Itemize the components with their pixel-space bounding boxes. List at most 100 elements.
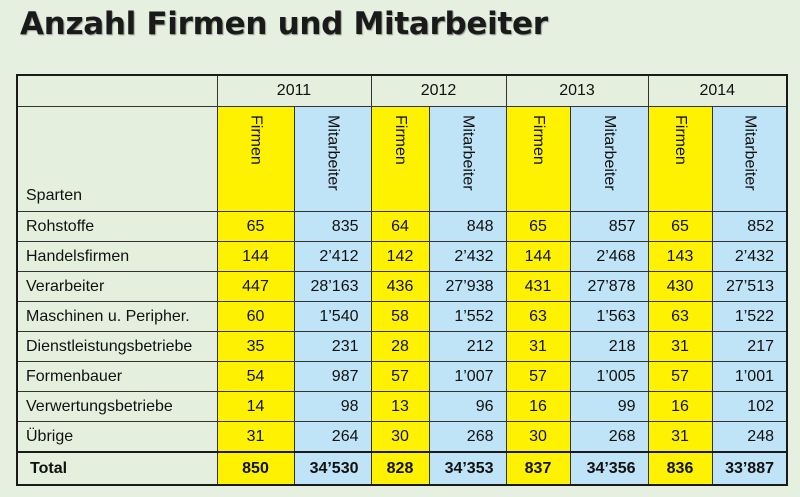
subheader-row: Sparten Firmen Mitarbeiter Firmen Mitarb… (16, 106, 788, 212)
firmen-value: 447 (216, 271, 295, 302)
firmen-value: 63 (647, 301, 713, 332)
firmen-value: 143 (647, 241, 713, 272)
mitarbeiter-value: 34’353 (428, 451, 507, 486)
firmen-value: 65 (505, 211, 571, 242)
table-row: Maschinen u. Peripher. 60 1’540 58 1’552 63 1’… (16, 301, 788, 332)
mitarbeiter-value: 848 (428, 211, 507, 242)
row-label: Handelsfirmen (16, 241, 218, 272)
mitarbeiter-value: 1’540 (293, 301, 372, 332)
data-table: 2011 2012 2013 2014 Sparten Firmen Mitar… (16, 74, 788, 486)
firmen-value: 16 (505, 391, 571, 422)
firmen-value: 30 (370, 421, 430, 453)
mitarbeiter-value: 1’001 (711, 361, 788, 392)
firmen-value: 64 (370, 211, 430, 242)
total-row: Total 850 34’530 828 34’353 837 34’356 836 33’88… (16, 451, 788, 486)
table-row: Verwertungsbetriebe 14 98 13 96 16 99 16 102 (16, 391, 788, 422)
firmen-value: 28 (370, 331, 430, 362)
mitarbeiter-value: 99 (569, 391, 649, 422)
mitarbeiter-value: 212 (428, 331, 507, 362)
firmen-value: 13 (370, 391, 430, 422)
mitarbeiter-value: 857 (569, 211, 649, 242)
firmen-value: 58 (370, 301, 430, 332)
firmen-value: 57 (647, 361, 713, 392)
total-label: Total (16, 451, 218, 486)
row-label: Übrige (16, 421, 218, 453)
table-row: Dienstleistungsbetriebe 35 231 28 212 31 218 31… (16, 331, 788, 362)
row-label: Verarbeiter (16, 271, 218, 302)
mitarbeiter-header: Mitarbeiter (711, 106, 788, 212)
mitarbeiter-value: 231 (293, 331, 372, 362)
sparten-header: Sparten (16, 106, 218, 212)
mitarbeiter-value: 268 (428, 421, 507, 453)
firmen-value: 836 (647, 451, 713, 486)
mitarbeiter-value: 33’887 (711, 451, 788, 486)
row-label: Dienstleistungsbetriebe (16, 331, 218, 362)
mitarbeiter-value: 1’522 (711, 301, 788, 332)
row-label: Verwertungsbetriebe (16, 391, 218, 422)
firmen-value: 63 (505, 301, 571, 332)
firmen-value: 431 (505, 271, 571, 302)
firmen-header: Firmen (505, 106, 571, 212)
firmen-value: 31 (647, 421, 713, 453)
firmen-value: 828 (370, 451, 430, 486)
firmen-value: 57 (505, 361, 571, 392)
firmen-value: 430 (647, 271, 713, 302)
mitarbeiter-value: 268 (569, 421, 649, 453)
firmen-value: 142 (370, 241, 430, 272)
firmen-value: 31 (216, 421, 295, 453)
firmen-value: 837 (505, 451, 571, 486)
firmen-value: 65 (647, 211, 713, 242)
table-row: Rohstoffe 65 835 64 848 65 857 65 852 (16, 211, 788, 242)
mitarbeiter-value: 1’563 (569, 301, 649, 332)
row-label: Maschinen u. Peripher. (16, 301, 218, 332)
firmen-value: 850 (216, 451, 295, 486)
firmen-value: 144 (216, 241, 295, 272)
mitarbeiter-value: 1’007 (428, 361, 507, 392)
firmen-value: 65 (216, 211, 295, 242)
firmen-value: 144 (505, 241, 571, 272)
mitarbeiter-value: 217 (711, 331, 788, 362)
table-row: Handelsfirmen 144 2’412 142 2’432 144 2’468 143… (16, 241, 788, 272)
mitarbeiter-value: 852 (711, 211, 788, 242)
mitarbeiter-value: 1’552 (428, 301, 507, 332)
firmen-value: 31 (647, 331, 713, 362)
mitarbeiter-value: 27’513 (711, 271, 788, 302)
firmen-value: 60 (216, 301, 295, 332)
mitarbeiter-value: 248 (711, 421, 788, 453)
table-row: Verarbeiter 447 28’163 436 27’938 431 27’878 43… (16, 271, 788, 302)
year-header: 2012 (370, 74, 507, 107)
firmen-header: Firmen (647, 106, 713, 212)
mitarbeiter-value: 102 (711, 391, 788, 422)
mitarbeiter-value: 2’412 (293, 241, 372, 272)
mitarbeiter-value: 2’432 (428, 241, 507, 272)
firmen-value: 31 (505, 331, 571, 362)
table-row: Übrige 31 264 30 268 30 268 31 248 (16, 421, 788, 453)
mitarbeiter-value: 96 (428, 391, 507, 422)
mitarbeiter-value: 2’432 (711, 241, 788, 272)
mitarbeiter-value: 1’005 (569, 361, 649, 392)
page-title: Anzahl Firmen und Mitarbeiter (20, 6, 548, 42)
mitarbeiter-value: 264 (293, 421, 372, 453)
mitarbeiter-header: Mitarbeiter (428, 106, 507, 212)
year-header-row: 2011 2012 2013 2014 (16, 74, 788, 107)
year-header: 2014 (647, 74, 788, 107)
row-label: Formenbauer (16, 361, 218, 392)
firmen-value: 54 (216, 361, 295, 392)
mitarbeiter-header: Mitarbeiter (293, 106, 372, 212)
firmen-value: 35 (216, 331, 295, 362)
corner-cell (16, 74, 218, 107)
year-header: 2011 (216, 74, 372, 107)
mitarbeiter-value: 27’938 (428, 271, 507, 302)
mitarbeiter-value: 27’878 (569, 271, 649, 302)
firmen-value: 14 (216, 391, 295, 422)
table-row: Formenbauer 54 987 57 1’007 57 1’005 57 1’001 (16, 361, 788, 392)
mitarbeiter-value: 2’468 (569, 241, 649, 272)
year-header: 2013 (505, 74, 649, 107)
mitarbeiter-value: 218 (569, 331, 649, 362)
firmen-header: Firmen (216, 106, 295, 212)
mitarbeiter-header: Mitarbeiter (569, 106, 649, 212)
firmen-value: 16 (647, 391, 713, 422)
mitarbeiter-value: 34’356 (569, 451, 649, 486)
firmen-header: Firmen (370, 106, 430, 212)
mitarbeiter-value: 28’163 (293, 271, 372, 302)
